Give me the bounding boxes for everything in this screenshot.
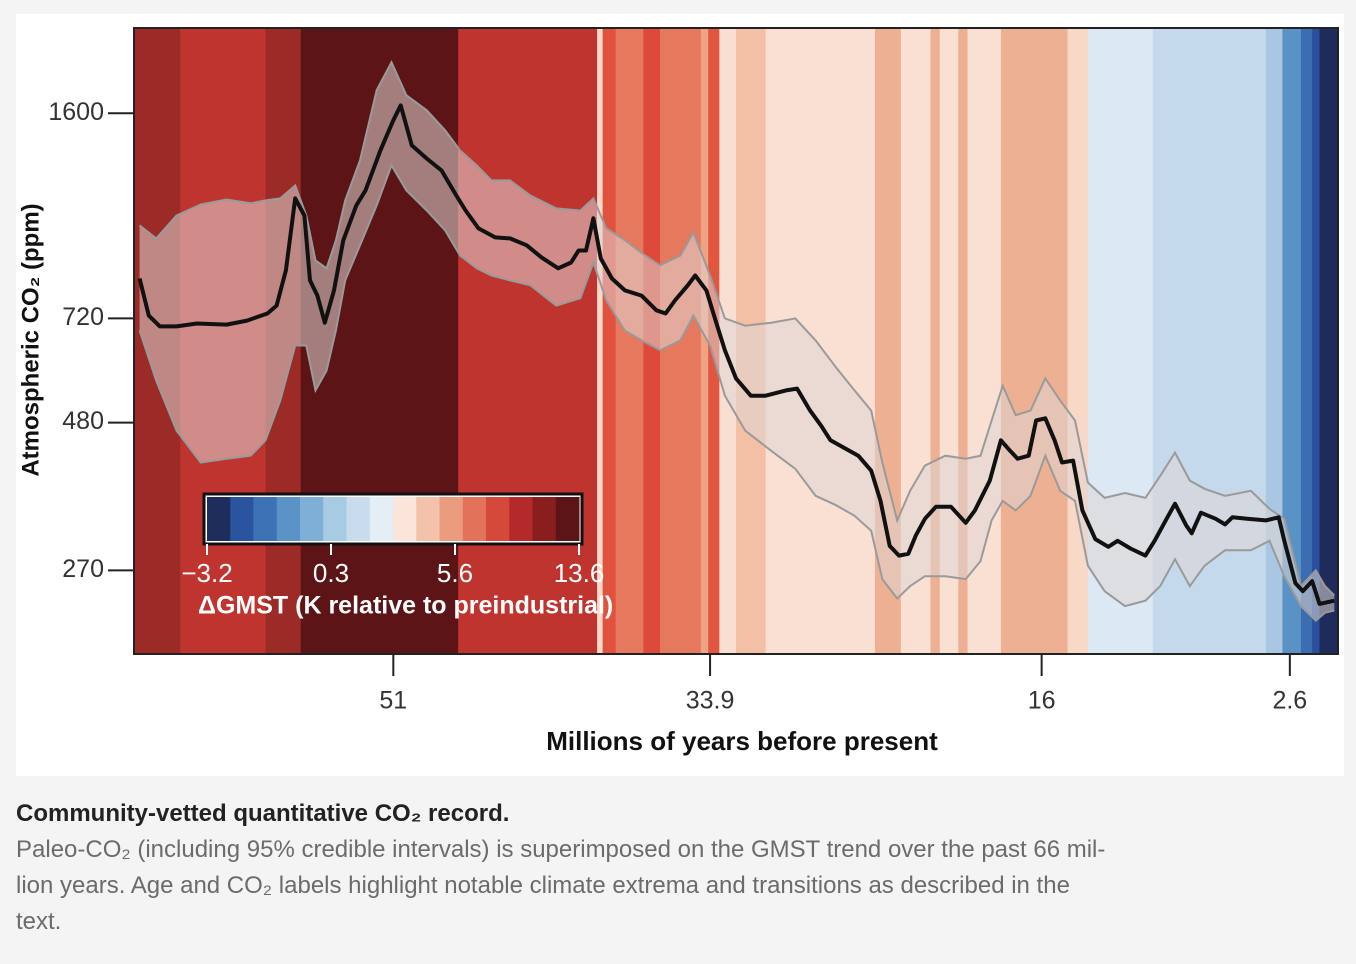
y-tick-label: 480 <box>62 407 104 435</box>
y-axis-title: Atmospheric CO₂ (ppm) <box>17 203 44 476</box>
x-tick-label: 51 <box>379 687 407 715</box>
credible-band <box>138 60 1336 623</box>
y-tick-label: 720 <box>62 303 104 331</box>
caption: Community-vetted quantitative CO₂ record… <box>16 796 1336 940</box>
colorbar-cell <box>462 497 487 541</box>
colorbar-label: ΔGMST (K relative to preindustrial) <box>198 592 613 620</box>
colorbar-cell <box>439 497 464 541</box>
gmst-stripe <box>958 28 969 654</box>
colorbar-tick-label: 0.3 <box>313 558 349 588</box>
colorbar-cell <box>276 497 301 541</box>
x-tick-label: 16 <box>1028 687 1056 715</box>
gmst-stripe <box>458 28 598 654</box>
colorbar-tick-label: −3.2 <box>181 558 232 588</box>
colorbar-cell <box>323 497 347 541</box>
gmst-stripe <box>930 28 941 654</box>
x-tick-label: 2.6 <box>1272 687 1307 715</box>
colorbar-cell <box>532 497 557 541</box>
gmst-stripe <box>615 28 644 654</box>
colorbar-cell <box>230 497 254 541</box>
colorbar-cell <box>509 497 533 541</box>
gmst-stripe <box>1312 28 1321 654</box>
y-tick-label: 270 <box>62 555 104 583</box>
co2-line <box>137 103 1335 606</box>
caption-line: lion years. Age and CO₂ labels highlight… <box>16 872 1070 899</box>
gmst-stripe <box>1300 28 1313 654</box>
colorbar-cell <box>555 497 580 541</box>
colorbar-cell <box>369 497 394 541</box>
gmst-stripe <box>597 28 604 654</box>
caption-line: Paleo-CO₂ (including 95% credible interv… <box>16 836 1106 863</box>
gmst-stripe <box>1067 28 1089 654</box>
caption-line: text. <box>16 908 62 935</box>
chart: −3.2 0.3 5.6 13.6 ΔGMST (K relative to prein… <box>16 14 1344 776</box>
colorbar-cell <box>300 497 324 541</box>
y-tick-label: 1600 <box>48 98 104 126</box>
axes: 51 33.9 16 2.6 1600 720 480 270 <box>48 98 1307 715</box>
co2-median-line <box>137 103 1335 606</box>
colorbar-cell <box>393 497 417 541</box>
colorbar-cell <box>346 497 371 541</box>
gmst-stripe <box>1282 28 1302 654</box>
plot-frame <box>133 27 1339 655</box>
colorbar: −3.2 0.3 5.6 13.6 ΔGMST (K relative to prein… <box>181 492 613 620</box>
gmst-stripe <box>1319 28 1339 654</box>
colorbar-cell <box>207 497 231 541</box>
gmst-stripe <box>1000 28 1069 654</box>
x-tick-label: 33.9 <box>686 687 735 715</box>
x-axis-title: Millions of years before present <box>546 726 938 756</box>
caption-title: Community-vetted quantitative CO₂ record… <box>16 800 510 827</box>
gmst-stripe <box>700 28 709 654</box>
colorbar-tick-label: 5.6 <box>437 558 473 588</box>
colorbar-cell <box>416 497 440 541</box>
gmst-stripe <box>602 28 617 654</box>
colorbar-tick-label: 13.6 <box>554 558 605 588</box>
band-upper-edge <box>138 60 1336 597</box>
gmst-stripe <box>1265 28 1284 654</box>
colorbar-cell <box>253 497 278 541</box>
band-lower-edge <box>138 163 1335 623</box>
colorbar-cell <box>486 497 510 541</box>
